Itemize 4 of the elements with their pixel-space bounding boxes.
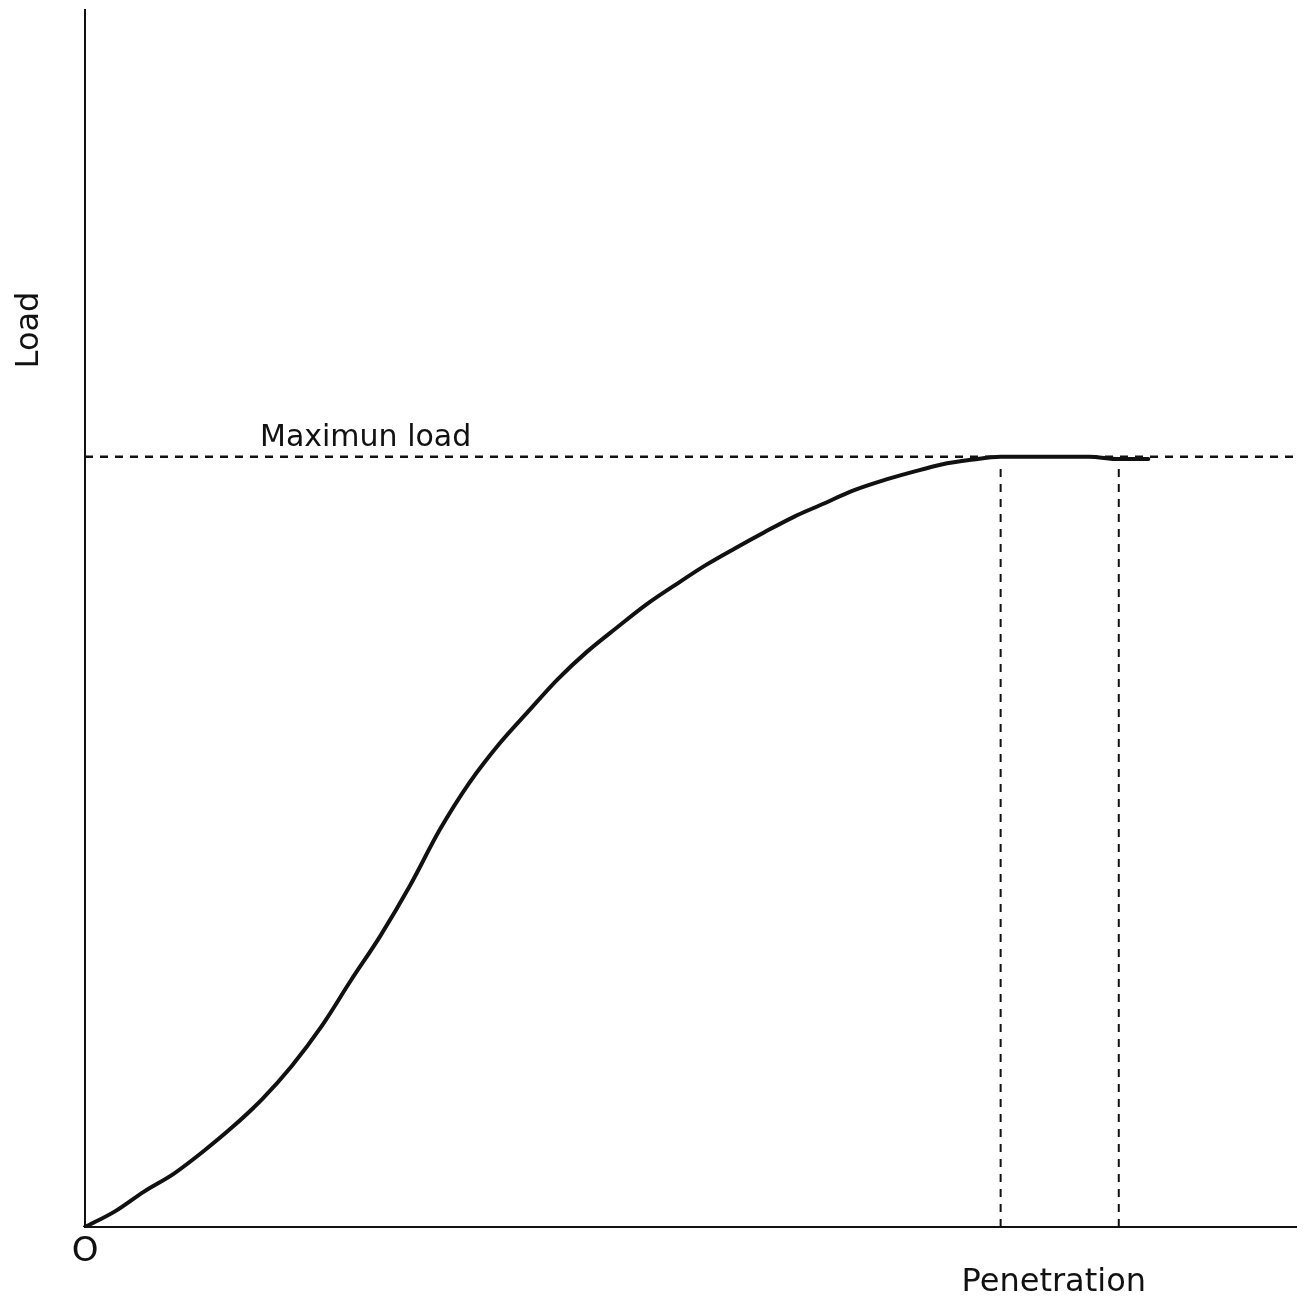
- text: O: [71, 1228, 99, 1269]
- x-axis-title: Penetration: [961, 1261, 1146, 1297]
- y-axis-title: Load: [8, 291, 47, 369]
- ref-line-label: Maximun load: [260, 417, 472, 453]
